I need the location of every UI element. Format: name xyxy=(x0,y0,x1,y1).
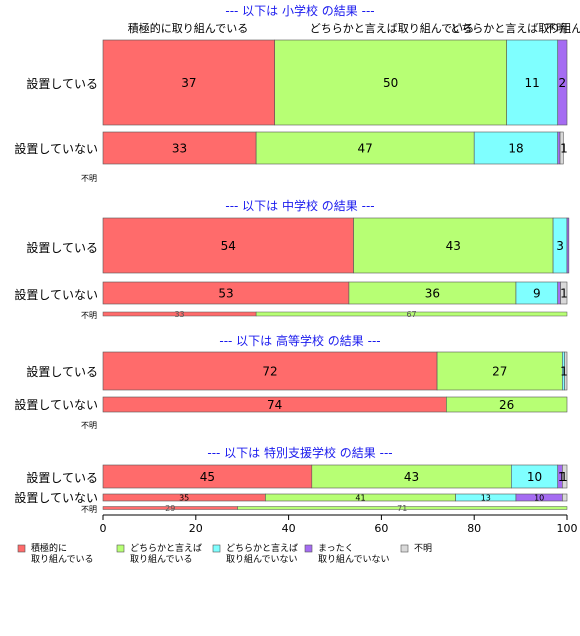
unknown-row-label: 不明 xyxy=(81,174,97,183)
header-category-label: どちらかと言えば取り組んでいる xyxy=(310,22,474,35)
data-label: 26 xyxy=(499,398,514,412)
panel-title: --- 以下は 特別支援学校 の結果 --- xyxy=(207,445,392,460)
data-label: 1 xyxy=(560,365,568,379)
data-label: 11 xyxy=(525,76,540,90)
row-label: 設置していない xyxy=(14,287,98,302)
bar-segment xyxy=(353,217,554,274)
row-label: 設置している xyxy=(26,76,98,91)
data-label: 1 xyxy=(558,470,566,484)
data-label: 74 xyxy=(267,398,282,412)
panel-title: --- 以下は 中学校 の結果 --- xyxy=(225,198,374,213)
legend-swatch xyxy=(212,544,221,553)
legend-label: 取り組んでいる xyxy=(31,553,94,565)
row-label: 設置している xyxy=(26,240,98,255)
x-tick-label: 80 xyxy=(467,522,481,535)
legend-label: 積極的に xyxy=(31,542,67,554)
data-label: 10 xyxy=(527,470,542,484)
data-label: 50 xyxy=(383,76,398,90)
data-label: 1 xyxy=(560,470,568,484)
legend-label: 不明 xyxy=(414,543,432,554)
legend-swatch xyxy=(304,544,313,553)
bar-segment xyxy=(255,131,475,165)
legend-label: どちらかと言えば xyxy=(130,542,202,554)
data-label: 2 xyxy=(559,76,567,90)
data-label: 1 xyxy=(560,287,568,301)
unknown-bar-segment xyxy=(237,506,568,510)
bar-segment xyxy=(557,39,568,126)
data-label: 37 xyxy=(181,76,196,90)
data-label: 27 xyxy=(492,365,507,379)
bar-segment xyxy=(506,39,559,126)
unknown-row-label: 不明 xyxy=(81,311,97,320)
unknown-data-label: 33 xyxy=(174,310,184,319)
panel-title: --- 以下は 小学校 の結果 --- xyxy=(225,3,374,18)
bar-segment xyxy=(102,131,257,165)
bar-segment xyxy=(564,351,568,391)
legend-label: まったく xyxy=(318,543,354,554)
bar-segment xyxy=(566,217,570,274)
data-label: 13 xyxy=(481,494,491,503)
unknown-data-label: 71 xyxy=(397,504,407,513)
data-label: 43 xyxy=(404,470,419,484)
legend-label: どちらかと言えば xyxy=(226,542,298,554)
unknown-row-label: 不明 xyxy=(81,505,97,514)
header-category-label: 不明 xyxy=(545,22,567,35)
row-label: 設置していない xyxy=(14,141,98,156)
row-label: 設置している xyxy=(26,364,98,379)
legend-swatch xyxy=(17,544,26,553)
x-tick-label: 40 xyxy=(282,522,296,535)
unknown-data-label: 29 xyxy=(165,504,175,513)
bar-segment xyxy=(560,281,568,305)
bar-segment xyxy=(102,351,438,391)
data-label: 47 xyxy=(358,142,373,156)
data-label: 33 xyxy=(172,142,187,156)
bar-segment xyxy=(562,464,568,489)
legend-label: 取り組んでいない xyxy=(318,553,390,565)
data-label: 35 xyxy=(179,494,189,503)
bar-segment xyxy=(102,39,275,126)
row-label: 設置していない xyxy=(14,490,98,505)
data-label: 36 xyxy=(425,287,440,301)
panel-title: --- 以下は 高等学校 の結果 --- xyxy=(219,333,380,348)
bar-segment xyxy=(436,351,563,391)
unknown-row-label: 不明 xyxy=(81,421,97,430)
x-tick-label: 0 xyxy=(100,522,107,535)
data-label: 72 xyxy=(262,365,277,379)
x-tick-label: 20 xyxy=(189,522,203,535)
data-label: 41 xyxy=(355,494,365,503)
data-label: 53 xyxy=(218,287,233,301)
row-label: 設置していない xyxy=(14,397,98,412)
bar-segment xyxy=(559,131,564,165)
bar-segment xyxy=(562,493,568,502)
data-label: 1 xyxy=(560,142,568,156)
legend-label: 取り組んでいない xyxy=(226,553,298,565)
legend-swatch xyxy=(116,544,125,553)
data-label: 9 xyxy=(533,287,541,301)
bar-segment xyxy=(446,396,568,413)
data-label: 18 xyxy=(508,142,523,156)
data-label: 43 xyxy=(446,239,461,253)
bar-segment xyxy=(473,131,559,165)
data-label: 54 xyxy=(221,239,236,253)
data-label: 45 xyxy=(200,470,215,484)
unknown-data-label: 67 xyxy=(406,310,416,319)
data-label: 10 xyxy=(534,494,544,503)
x-tick-label: 60 xyxy=(374,522,388,535)
header-category-label: 積極的に取り組んでいる xyxy=(128,21,248,35)
legend-label: 取り組んでいる xyxy=(130,553,193,565)
row-label: 設置している xyxy=(26,470,98,485)
x-tick-label: 100 xyxy=(557,522,578,535)
legend-swatch xyxy=(400,544,409,553)
data-label: 3 xyxy=(556,239,564,253)
unknown-bar-segment xyxy=(255,311,568,317)
